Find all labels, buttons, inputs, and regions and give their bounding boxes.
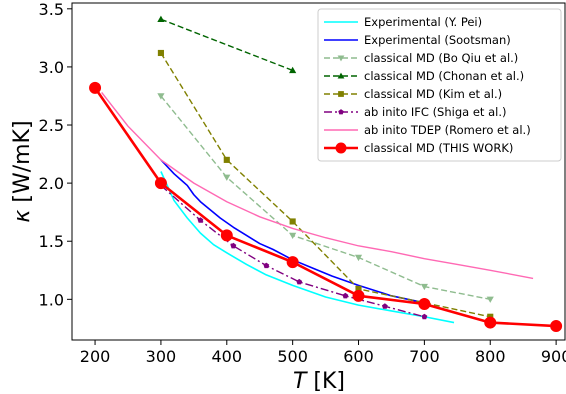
x-tick-label: 700: [409, 347, 440, 366]
data-point-legend-5: [338, 109, 344, 115]
x-tick-label: 500: [277, 347, 308, 366]
series-6: [101, 92, 534, 280]
data-point-2: [354, 254, 363, 262]
data-point-2: [223, 174, 231, 181]
series-7: [89, 81, 563, 333]
y-tick-label: 3.0: [39, 58, 64, 77]
data-point-5: [421, 313, 428, 320]
legend-label-3: classical MD (Chonan et al.): [364, 69, 524, 83]
data-point-legend-2: [337, 55, 345, 62]
series-line-6: [101, 92, 534, 280]
series-layer: [89, 15, 563, 333]
legend-label-2: classical MD (Bo Qiu et al.): [364, 51, 518, 65]
legend-label-7: classical MD (THIS WORK): [364, 141, 513, 155]
data-point-2: [420, 283, 428, 291]
data-point-2: [289, 232, 297, 240]
data-point-7: [484, 316, 497, 329]
data-point-7: [418, 297, 431, 310]
series-3: [157, 15, 297, 74]
data-point-7: [550, 320, 563, 333]
data-point-5: [381, 303, 388, 309]
series-line-1: [160, 159, 425, 304]
data-point-3: [157, 15, 165, 22]
y-tick-label: 1.5: [39, 232, 64, 251]
data-point-7: [286, 256, 299, 269]
data-point-5: [263, 262, 270, 269]
data-point-4: [223, 156, 230, 163]
data-point-5: [197, 217, 204, 223]
x-tick-label: 800: [475, 347, 506, 366]
x-axis-label-unit: [K]: [306, 369, 345, 394]
legend: Experimental (Y. Pei) Experimental (Soots…: [317, 8, 562, 162]
y-axis-label-unit: [W/mK]: [10, 120, 35, 209]
data-point-5: [342, 292, 349, 299]
legend-label-0: Experimental (Y. Pei): [364, 15, 482, 29]
x-axis-label-symbol: T: [293, 369, 308, 394]
data-point-legend-7: [335, 142, 347, 154]
series-2: [157, 93, 494, 303]
data-point-5: [230, 242, 237, 249]
y-tick-label: 2.5: [39, 116, 64, 135]
series-line-5: [160, 184, 425, 318]
series-1: [160, 159, 425, 304]
series-0: [160, 171, 455, 324]
y-axis-label: κ [W/mK]: [10, 120, 35, 222]
data-point-4: [289, 218, 296, 225]
y-axis-label-symbol: κ: [10, 210, 35, 223]
data-point-4: [157, 49, 164, 57]
x-tick-label: 900: [541, 347, 566, 366]
y-tick-label: 2.0: [39, 174, 64, 193]
y-tick-label: 3.5: [39, 0, 64, 19]
data-point-7: [154, 177, 167, 190]
data-point-5: [296, 278, 303, 285]
series-line-0: [160, 171, 455, 324]
x-tick-label: 300: [146, 347, 177, 366]
series-line-4: [160, 52, 491, 318]
x-tick-label: 400: [212, 347, 243, 366]
data-point-2: [486, 296, 494, 303]
legend-box: [317, 8, 562, 162]
x-axis-label: T [K]: [293, 369, 345, 394]
data-point-7: [220, 229, 233, 242]
series-line-3: [160, 18, 293, 72]
data-point-7: [89, 81, 102, 94]
data-point-2: [157, 93, 165, 100]
legend-label-4: classical MD (Kim et al.): [364, 87, 502, 101]
data-point-legend-4: [338, 91, 344, 97]
series-5: [158, 182, 428, 320]
x-tick-label: 200: [80, 347, 111, 366]
legend-label-1: Experimental (Sootsman): [364, 33, 511, 47]
data-point-7: [352, 289, 365, 302]
y-tick-label: 1.0: [39, 290, 64, 309]
data-point-4: [355, 285, 362, 292]
ticks-layer: 200 300 400 500 600 700 800 900 1.0 1.5 2.0 2.5 3.0 3…: [39, 0, 566, 366]
data-point-3: [289, 66, 297, 74]
series-line-7: [93, 87, 557, 328]
legend-label-6: ab inito TDEP (Romero et al.): [364, 123, 531, 137]
x-tick-label: 600: [343, 347, 374, 366]
legend-label-5: ab inito IFC (Shiga et al.): [364, 105, 506, 119]
plot-frame: [71, 2, 566, 341]
data-point-legend-3: [337, 72, 345, 79]
series-line-2: [160, 95, 491, 301]
